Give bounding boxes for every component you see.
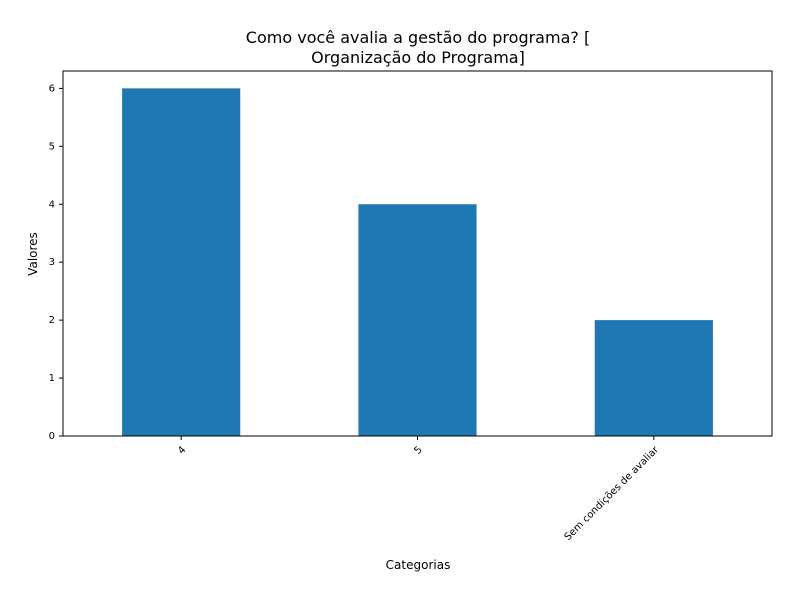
y-tick-label-3: 3 xyxy=(49,257,55,268)
y-tick-label-6: 6 xyxy=(49,83,55,94)
chart-title-line-2: Organização do Programa] xyxy=(311,48,525,67)
y-tick-label-1: 1 xyxy=(49,373,55,384)
bar-1 xyxy=(122,88,241,436)
bars-group xyxy=(122,88,713,436)
y-tick-label-5: 5 xyxy=(49,141,55,152)
plot-frame xyxy=(62,70,773,437)
y-tick-label-0: 0 xyxy=(49,431,55,442)
y-tick-label-4: 4 xyxy=(49,199,55,210)
chart-title-line-1: Como você avalia a gestão do programa? [ xyxy=(246,28,590,47)
x-axis-label: Categorias xyxy=(386,558,451,572)
y-tick-label-2: 2 xyxy=(49,315,55,326)
bar-2 xyxy=(358,204,477,436)
y-axis-ticks: 0 1 2 3 4 5 6 xyxy=(49,83,63,442)
y-axis-label: Valores xyxy=(26,232,40,276)
bar-3 xyxy=(594,320,713,436)
